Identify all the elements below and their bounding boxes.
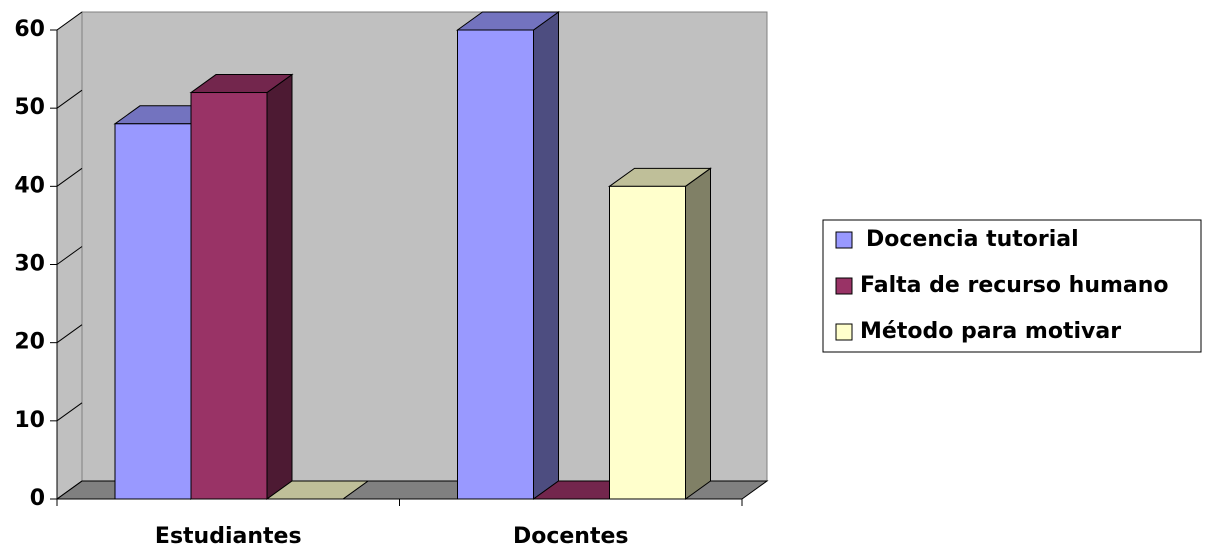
wall-tick [56, 167, 83, 187]
y-tick-label: 30 [14, 252, 45, 277]
legend-swatch [835, 277, 853, 295]
y-tick-label: 10 [14, 408, 45, 433]
bar [457, 29, 534, 500]
wall-tick [56, 324, 83, 344]
bar-side [685, 167, 711, 500]
wall-tick [56, 402, 83, 422]
legend-label: Docencia tutorial [866, 227, 1079, 252]
legend-swatch [835, 231, 853, 249]
wall-tick [56, 480, 83, 500]
wall-tick [56, 11, 83, 31]
y-tick-label: 20 [14, 330, 45, 355]
bar [609, 185, 686, 500]
x-tick-label: Estudiantes [155, 524, 302, 549]
y-tick-label: 50 [14, 95, 45, 120]
legend-swatch [835, 323, 853, 341]
legend [822, 219, 1202, 353]
y-tick-label: 60 [14, 17, 45, 42]
bar-top [265, 480, 370, 500]
bar-side [533, 11, 559, 500]
legend-label: Falta de recurso humano [860, 273, 1169, 298]
bar-side [266, 73, 293, 500]
x-tick-label: Docentes [513, 524, 629, 549]
y-tick-label: 40 [14, 173, 45, 198]
bar [114, 123, 192, 500]
bar [190, 92, 268, 500]
legend-label: Método para motivar [860, 319, 1121, 344]
wall-tick [56, 246, 83, 265]
y-tick-label: 0 [30, 486, 45, 511]
wall-tick [56, 89, 83, 109]
